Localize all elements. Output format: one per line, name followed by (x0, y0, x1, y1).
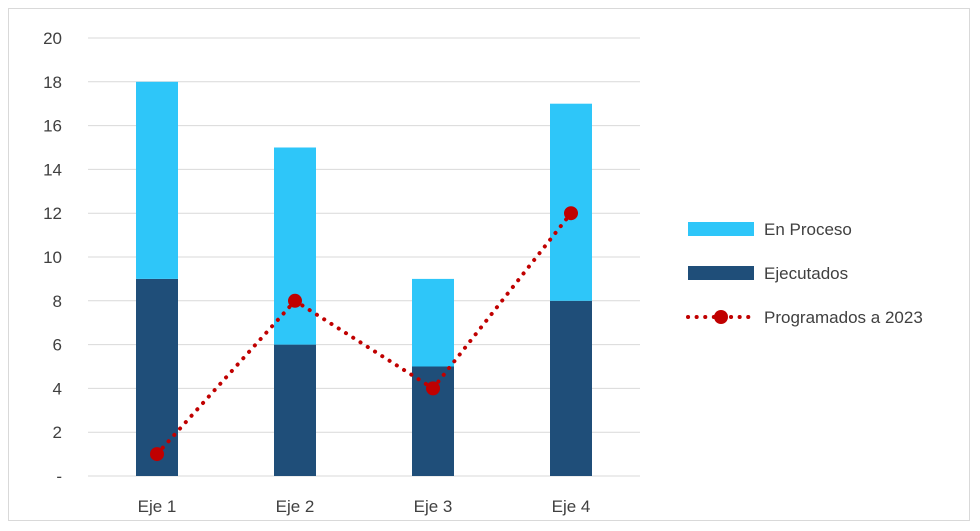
legend: En Proceso Ejecutados Programados a 2023 (686, 220, 923, 327)
bar-en-proceso (274, 147, 316, 345)
bar-ejecutados (274, 344, 316, 476)
y-tick-label: 10 (43, 248, 62, 267)
legend-label: Programados a 2023 (764, 308, 923, 327)
x-axis-ticks: Eje 1 Eje 2 Eje 3 Eje 4 (138, 497, 591, 516)
line-programados (155, 211, 573, 457)
y-tick-label: 6 (53, 336, 62, 355)
y-tick-label: 16 (43, 117, 62, 136)
line-point (150, 447, 164, 462)
y-tick-label: 2 (53, 423, 62, 442)
bars (136, 81, 592, 476)
legend-swatch (688, 222, 754, 236)
x-tick-label: Eje 1 (138, 497, 177, 516)
line-point (288, 293, 302, 308)
y-tick-label: 8 (53, 292, 62, 311)
bar-ejecutados (136, 278, 178, 476)
line-series (150, 206, 578, 462)
bar-en-proceso (550, 103, 592, 301)
x-tick-label: Eje 3 (414, 497, 453, 516)
legend-marker (714, 310, 728, 324)
bar-en-proceso (412, 278, 454, 367)
y-tick-label: 4 (53, 379, 62, 398)
y-tick-label: - (56, 467, 62, 486)
y-tick-label: 12 (43, 204, 62, 223)
bar-en-proceso (136, 81, 178, 279)
y-tick-label: 20 (43, 29, 62, 48)
bar-ejecutados (550, 300, 592, 476)
y-tick-label: 14 (43, 160, 62, 179)
line-point (564, 206, 578, 221)
legend-label: Ejecutados (764, 264, 848, 283)
x-tick-label: Eje 4 (552, 497, 591, 516)
grid-lines (88, 37, 640, 477)
legend-swatch (688, 266, 754, 280)
y-axis-ticks: - 2 4 6 8 10 12 14 16 18 20 (43, 29, 62, 486)
x-tick-label: Eje 2 (276, 497, 315, 516)
legend-label: En Proceso (764, 220, 852, 239)
y-tick-label: 18 (43, 73, 62, 92)
line-point (426, 381, 440, 396)
